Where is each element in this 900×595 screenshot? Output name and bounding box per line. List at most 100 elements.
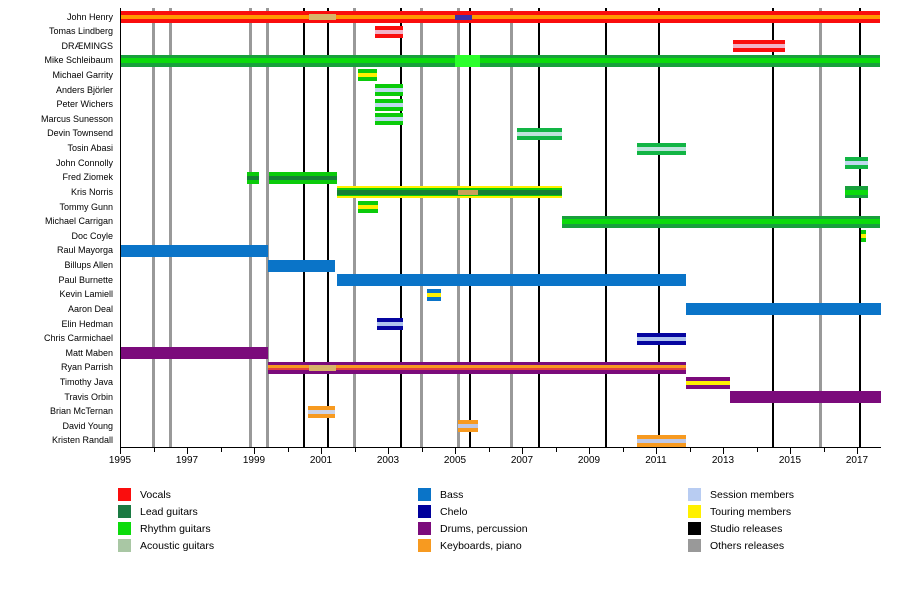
member-bar-stripe bbox=[516, 131, 563, 136]
legend-swatch bbox=[688, 539, 701, 552]
member-row-label: Timothy Java bbox=[59, 377, 113, 387]
member-bar bbox=[337, 186, 563, 199]
member-row-label: Paul Burnette bbox=[58, 274, 113, 285]
member-bar bbox=[733, 40, 785, 53]
member-bar-overlay bbox=[308, 14, 337, 20]
legend-item: Bass bbox=[418, 488, 658, 502]
legend-swatch bbox=[418, 488, 431, 501]
member-bar bbox=[844, 186, 869, 199]
member-row-label: Michael Carrigan bbox=[44, 216, 113, 227]
member-bar bbox=[374, 25, 404, 38]
member-bar bbox=[562, 215, 881, 228]
legend-item: Keyboards, piano bbox=[418, 539, 658, 553]
member-bar bbox=[730, 391, 882, 404]
legend-label: Acoustic guitars bbox=[140, 540, 215, 552]
member-row-label: John Henry bbox=[66, 11, 113, 22]
x-minor-tick bbox=[823, 448, 825, 452]
member-bar bbox=[374, 84, 404, 97]
member-bar-stripe bbox=[458, 424, 479, 429]
legend-label: Drums, percussion bbox=[440, 523, 528, 535]
member-bar-stripe bbox=[307, 409, 336, 414]
member-bar-stripe bbox=[337, 189, 563, 195]
member-row-label: Travis Orbin bbox=[64, 391, 113, 402]
x-minor-tick bbox=[555, 448, 557, 452]
member-bar bbox=[636, 434, 687, 447]
legend-item: Studio releases bbox=[688, 522, 900, 536]
x-minor-tick bbox=[220, 448, 222, 452]
legend-swatch bbox=[418, 539, 431, 552]
member-row-label: Michael Garrity bbox=[52, 69, 113, 80]
member-bar bbox=[426, 288, 441, 301]
member-bar-stripe bbox=[636, 146, 687, 151]
member-bar-stripe bbox=[357, 205, 378, 210]
legend-label: Bass bbox=[440, 489, 464, 501]
member-row-label: David Young bbox=[62, 420, 113, 431]
legend-swatch bbox=[688, 488, 701, 501]
member-row-label: John Connolly bbox=[55, 157, 113, 168]
member-bar bbox=[376, 318, 404, 331]
x-major-tick bbox=[656, 448, 657, 454]
x-tick-label: 2001 bbox=[309, 455, 333, 466]
member-bar-stripe bbox=[120, 15, 881, 19]
member-bar bbox=[269, 171, 338, 184]
release-line-others bbox=[152, 8, 155, 447]
legend-label: Touring members bbox=[710, 506, 792, 518]
legend-label: Session members bbox=[710, 489, 795, 501]
member-row-label: Marcus Sunesson bbox=[40, 113, 113, 124]
legend-item: Others releases bbox=[688, 539, 900, 553]
legend-swatch bbox=[118, 505, 131, 518]
x-minor-tick bbox=[622, 448, 624, 452]
x-minor-tick bbox=[421, 448, 423, 452]
legend-item: Rhythm guitars bbox=[118, 522, 358, 536]
legend-label: Vocals bbox=[140, 489, 171, 501]
member-bar bbox=[374, 98, 404, 111]
release-line-studio bbox=[303, 8, 306, 447]
x-minor-tick bbox=[488, 448, 490, 452]
member-bar-stripe bbox=[268, 365, 687, 369]
member-bar-stripe bbox=[844, 161, 869, 166]
member-bar-stripe bbox=[636, 438, 687, 443]
member-row-label: DRÆMINGS bbox=[61, 40, 114, 51]
member-row-label: Matt Maben bbox=[65, 347, 113, 358]
member-bar bbox=[120, 244, 269, 257]
x-tick-label: 2009 bbox=[577, 455, 601, 466]
release-line-others bbox=[168, 8, 172, 447]
legend-label: Lead guitars bbox=[140, 506, 198, 518]
member-row-label: Tomas Lindberg bbox=[48, 26, 113, 37]
legend-item: Vocals bbox=[118, 488, 358, 502]
member-bar-stripe bbox=[357, 73, 377, 78]
member-bar-overlay bbox=[308, 364, 337, 371]
legend-item: Session members bbox=[688, 488, 900, 502]
member-bar-stripe bbox=[861, 234, 867, 239]
legend-label: Chelo bbox=[440, 506, 468, 518]
release-line-others bbox=[420, 8, 423, 447]
member-row-label: Tosin Abasi bbox=[67, 143, 113, 154]
x-minor-tick bbox=[689, 448, 691, 452]
release-line-studio bbox=[326, 8, 329, 447]
member-bar bbox=[844, 157, 869, 170]
x-minor-tick bbox=[354, 448, 356, 452]
member-bar-stripe bbox=[636, 336, 687, 341]
legend-swatch bbox=[118, 488, 131, 501]
release-line-others bbox=[353, 8, 356, 447]
member-bar bbox=[268, 361, 687, 374]
member-row-label: Billups Allen bbox=[64, 260, 113, 271]
member-bar bbox=[120, 11, 881, 23]
legend-label: Rhythm guitars bbox=[140, 523, 211, 535]
member-bar-stripe bbox=[246, 175, 259, 180]
x-major-tick bbox=[522, 448, 523, 454]
legend-swatch bbox=[118, 539, 131, 552]
legend-item: Acoustic guitars bbox=[118, 539, 358, 553]
x-major-tick bbox=[589, 448, 590, 454]
x-minor-tick bbox=[756, 448, 758, 452]
member-bar-stripe bbox=[374, 117, 404, 122]
legend-item: Lead guitars bbox=[118, 505, 358, 519]
legend-item: Touring members bbox=[688, 505, 900, 519]
member-bar-stripe bbox=[374, 102, 404, 107]
member-bar bbox=[307, 405, 336, 418]
member-bar-stripe bbox=[374, 88, 404, 93]
member-bar bbox=[120, 54, 881, 67]
member-bar-overlay bbox=[455, 54, 481, 67]
member-row-label: Peter Wichers bbox=[56, 99, 113, 110]
